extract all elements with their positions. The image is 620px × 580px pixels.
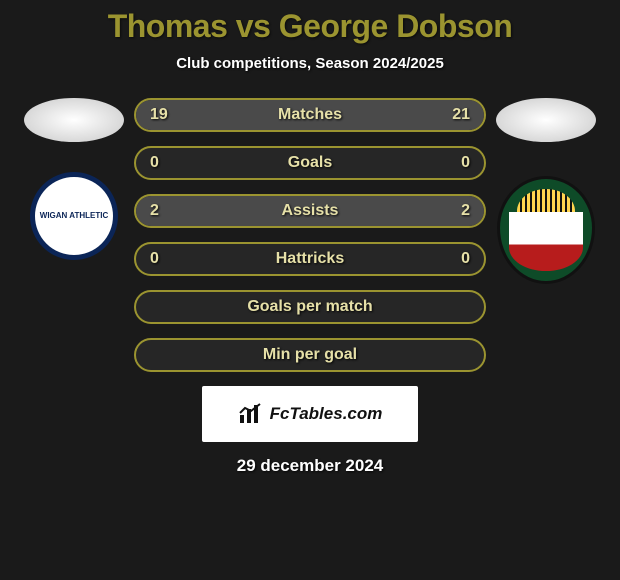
player-left-club-crest: WIGAN ATHLETIC [30, 172, 118, 260]
stat-label: Min per goal [263, 346, 357, 364]
player-right-club-crest [497, 176, 595, 284]
date-line: 29 december 2024 [0, 456, 620, 476]
stat-value-right: 0 [461, 250, 470, 268]
stat-label: Assists [282, 202, 339, 220]
stat-row: Min per goal [134, 338, 486, 372]
stat-row: Goals per match [134, 290, 486, 324]
player-right-column [486, 90, 606, 284]
stat-value-right: 21 [452, 106, 470, 124]
stat-label: Goals [288, 154, 332, 172]
crest-left-label: WIGAN ATHLETIC [40, 212, 108, 220]
stat-row: Hattricks 0 0 [134, 242, 486, 276]
player-left-avatar-placeholder [24, 98, 124, 142]
stat-value-left: 0 [150, 250, 159, 268]
brand-badge: FcTables.com [202, 386, 418, 442]
stat-value-left: 19 [150, 106, 168, 124]
player-left-column: WIGAN ATHLETIC [14, 90, 134, 260]
comparison-area: WIGAN ATHLETIC Matches 19 21 Goals 0 0 Assists… [0, 90, 620, 372]
brand-chart-icon [238, 403, 264, 425]
stat-value-left: 2 [150, 202, 159, 220]
comparison-card: Thomas vs George Dobson Club competition… [0, 0, 620, 476]
stat-value-right: 0 [461, 154, 470, 172]
subtitle: Club competitions, Season 2024/2025 [0, 55, 620, 72]
stats-column: Matches1921Goals00Assists22Hattricks00Go… [134, 90, 486, 372]
stat-label: Matches [278, 106, 342, 124]
stat-row: Matches 19 21 [134, 98, 486, 132]
stat-row: Goals 0 0 [134, 146, 486, 180]
brand-text: FcTables.com [270, 404, 383, 424]
stat-value-right: 2 [461, 202, 470, 220]
page-title: Thomas vs George Dobson [0, 8, 620, 45]
stat-value-left: 0 [150, 154, 159, 172]
stat-label: Hattricks [276, 250, 344, 268]
player-right-avatar-placeholder [496, 98, 596, 142]
stat-label: Goals per match [247, 298, 372, 316]
stat-row: Assists 2 2 [134, 194, 486, 228]
